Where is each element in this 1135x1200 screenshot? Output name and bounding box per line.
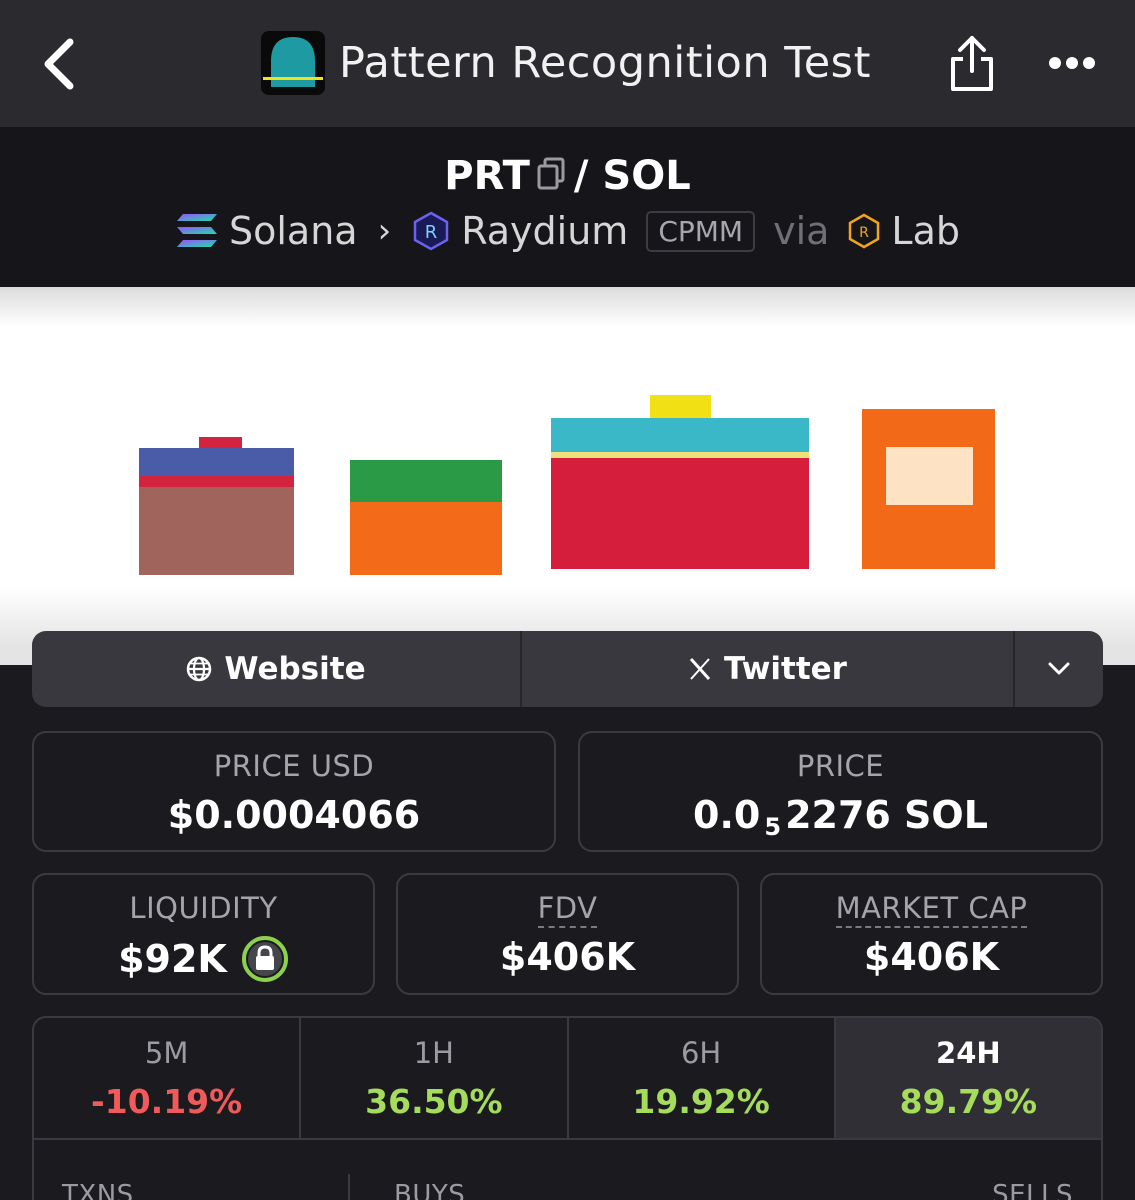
period-label: 24H xyxy=(936,1036,1001,1070)
quote-symbol: SOL xyxy=(602,153,691,199)
launchpad-name[interactable]: Lab xyxy=(891,209,960,253)
token-banner-image xyxy=(0,287,1135,665)
raydium-icon: R xyxy=(411,211,451,251)
price-change-tabs: 5M -10.19% 1H 36.50% 6H 19.92% 24H 89.79… xyxy=(34,1018,1101,1140)
market-cap-card[interactable]: MARKET CAP $406K xyxy=(760,873,1103,995)
share-button[interactable] xyxy=(942,30,1002,96)
base-symbol: PRT xyxy=(444,153,530,199)
fdv-value: $406K xyxy=(499,935,636,979)
tab-1h[interactable]: 1H 36.50% xyxy=(301,1018,569,1138)
app-header: Pattern Recognition Test xyxy=(261,31,871,95)
pair-route: Solana › R Raydium CPMM via R Lab xyxy=(0,209,1135,253)
dex-name[interactable]: Raydium xyxy=(461,209,629,253)
period-label: 6H xyxy=(680,1036,722,1070)
globe-icon xyxy=(186,656,212,682)
pool-type-badge: CPMM xyxy=(646,210,756,252)
pair-header: PRT / SOL Solana › R xyxy=(0,127,1135,287)
lock-icon xyxy=(241,936,288,982)
share-icon xyxy=(951,36,993,91)
twitter-link[interactable]: Twitter xyxy=(522,631,1015,707)
token-logo xyxy=(261,31,325,95)
tab-6h[interactable]: 6H 19.92% xyxy=(569,1018,836,1138)
price-native-card: PRICE 0.0 5 2276 SOL xyxy=(578,731,1103,852)
price-usd-value: $0.0004066 xyxy=(167,793,421,837)
banner-shape xyxy=(139,487,294,575)
chain-name[interactable]: Solana xyxy=(228,209,358,253)
liquidity-card: LIQUIDITY $92K xyxy=(32,873,375,995)
banner-shape xyxy=(199,437,242,449)
chevron-right-icon: › xyxy=(377,211,392,251)
banner-shape xyxy=(139,476,294,487)
price-change-panel: 5M -10.19% 1H 36.50% 6H 19.92% 24H 89.79… xyxy=(32,1016,1103,1200)
x-logo-icon xyxy=(688,657,712,681)
solana-icon xyxy=(175,212,219,250)
change-value: 19.92% xyxy=(632,1082,770,1121)
chevron-down-icon xyxy=(1048,662,1070,675)
copy-icon xyxy=(537,157,565,190)
more-horizontal-icon xyxy=(1049,57,1095,69)
launchpad-icon: R xyxy=(847,213,881,249)
banner-shape xyxy=(551,458,809,569)
liquidity-lock-button[interactable] xyxy=(241,935,289,983)
price-usd-label: PRICE USD xyxy=(213,749,375,783)
price-label: PRICE xyxy=(796,749,885,783)
banner-shape xyxy=(650,395,711,419)
price-digits: 2276 SOL xyxy=(785,793,988,837)
banner-shape xyxy=(551,452,809,458)
svg-text:R: R xyxy=(425,222,438,243)
app-bar: Pattern Recognition Test xyxy=(0,0,1135,127)
price-native-value: 0.0 5 2276 SOL xyxy=(580,793,1101,841)
market-cap-value: $406K xyxy=(863,935,1000,979)
more-options-button[interactable] xyxy=(1042,40,1102,86)
banner-shape xyxy=(350,460,502,502)
period-label: 1H xyxy=(413,1036,454,1070)
pair-separator: / xyxy=(573,153,589,199)
social-links-bar: Website Twitter xyxy=(32,631,1103,707)
liquidity-value-row: $92K xyxy=(34,935,373,983)
fdv-label: FDV xyxy=(398,891,737,928)
period-label: 5M xyxy=(144,1036,189,1070)
banner-shape xyxy=(139,448,294,476)
market-cap-label: MARKET CAP xyxy=(762,891,1101,928)
txn-stats-row: TXNS BUYS SELLS xyxy=(34,1140,1101,1200)
liquidity-label: LIQUIDITY xyxy=(129,891,278,925)
buys-header: BUYS xyxy=(394,1180,466,1200)
change-value: 36.50% xyxy=(365,1082,503,1121)
svg-text:R: R xyxy=(860,225,870,241)
website-label: Website xyxy=(224,651,366,687)
change-value: -10.19% xyxy=(91,1082,243,1121)
pair-title: PRT / SOL xyxy=(0,153,1135,201)
twitter-label: Twitter xyxy=(724,651,847,687)
price-prefix: 0.0 xyxy=(693,793,761,837)
banner-shape xyxy=(886,447,973,505)
txns-header: TXNS xyxy=(62,1180,134,1200)
back-button[interactable] xyxy=(28,34,88,94)
tab-5m[interactable]: 5M -10.19% xyxy=(34,1018,302,1138)
page-title: Pattern Recognition Test xyxy=(339,38,871,88)
banner-shape xyxy=(350,502,502,575)
change-value: 89.79% xyxy=(899,1082,1038,1121)
banner-shape xyxy=(551,418,809,452)
price-usd-card: PRICE USD $0.0004066 xyxy=(32,731,556,852)
sells-header: SELLS xyxy=(992,1180,1073,1200)
fdv-card[interactable]: FDV $406K xyxy=(396,873,739,995)
liquidity-value: $92K xyxy=(118,937,227,981)
more-links-dropdown[interactable] xyxy=(1015,631,1103,707)
via-label: via xyxy=(773,209,830,253)
copy-address-button[interactable] xyxy=(536,155,566,201)
price-zero-count: 5 xyxy=(764,813,782,841)
chevron-left-icon xyxy=(44,38,74,90)
website-link[interactable]: Website xyxy=(32,631,522,707)
tab-24h[interactable]: 24H 89.79% xyxy=(835,1018,1101,1138)
divider xyxy=(348,1174,350,1200)
